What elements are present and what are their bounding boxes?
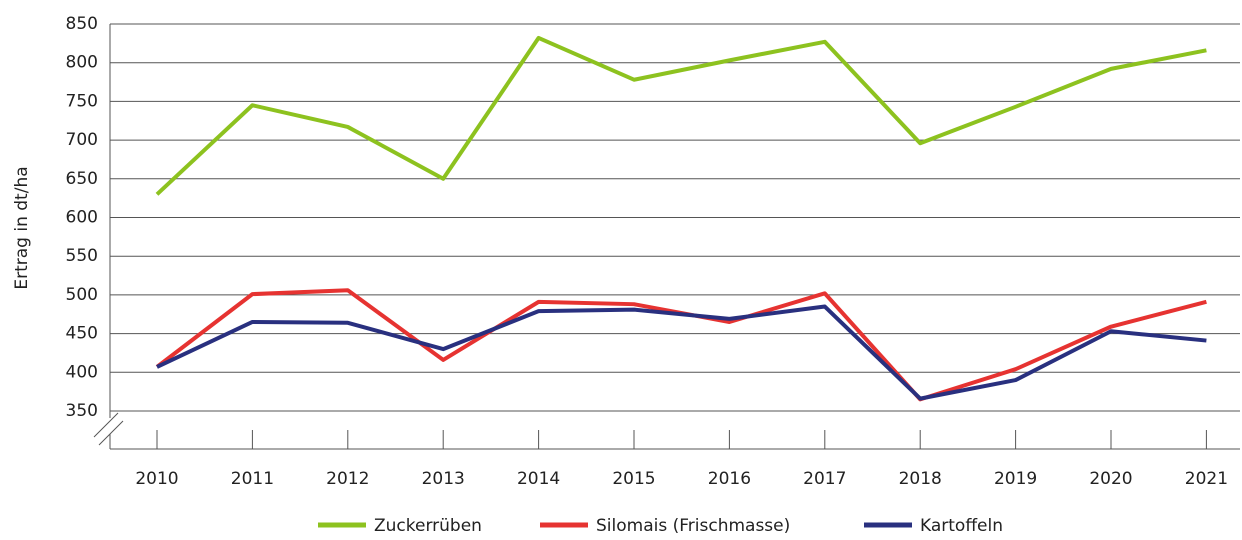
series-line [155, 288, 1207, 402]
x-tick-label: 2019 [994, 469, 1037, 489]
x-tick-label: 2014 [517, 469, 560, 489]
y-tick-label: 600 [66, 208, 98, 228]
legend-label: Kartoffeln [920, 516, 1003, 536]
y-tick-label: 650 [66, 169, 98, 189]
legend-label: Zuckerrüben [374, 516, 482, 536]
x-tick-label: 2016 [708, 469, 751, 489]
series-line [155, 35, 1207, 196]
y-tick-label: 350 [66, 401, 98, 421]
y-tick-label: 550 [66, 246, 98, 266]
series-line [156, 304, 1207, 401]
y-tick-label: 850 [66, 14, 98, 34]
y-tick-label: 750 [66, 91, 98, 111]
x-tick-label: 2015 [612, 469, 655, 489]
y-tick-label: 500 [66, 285, 98, 305]
y-tick-label: 400 [66, 362, 98, 382]
y-axis-label: Ertrag in dt/ha [12, 166, 32, 289]
x-tick-label: 2011 [231, 469, 274, 489]
x-tick-label: 2021 [1185, 469, 1228, 489]
x-tick-label: 2013 [422, 469, 465, 489]
x-tick-label: 2020 [1089, 469, 1132, 489]
y-tick-label: 700 [66, 130, 98, 150]
legend-label: Silomais (Frischmasse) [596, 516, 790, 536]
y-tick-label: 450 [66, 324, 98, 344]
x-tick-label: 2010 [135, 469, 178, 489]
y-tick-label: 800 [66, 53, 98, 73]
x-tick-label: 2012 [326, 469, 369, 489]
axis-break [93, 412, 119, 438]
x-tick-label: 2017 [803, 469, 846, 489]
x-tick-label: 2018 [899, 469, 942, 489]
axis-break [98, 420, 124, 446]
